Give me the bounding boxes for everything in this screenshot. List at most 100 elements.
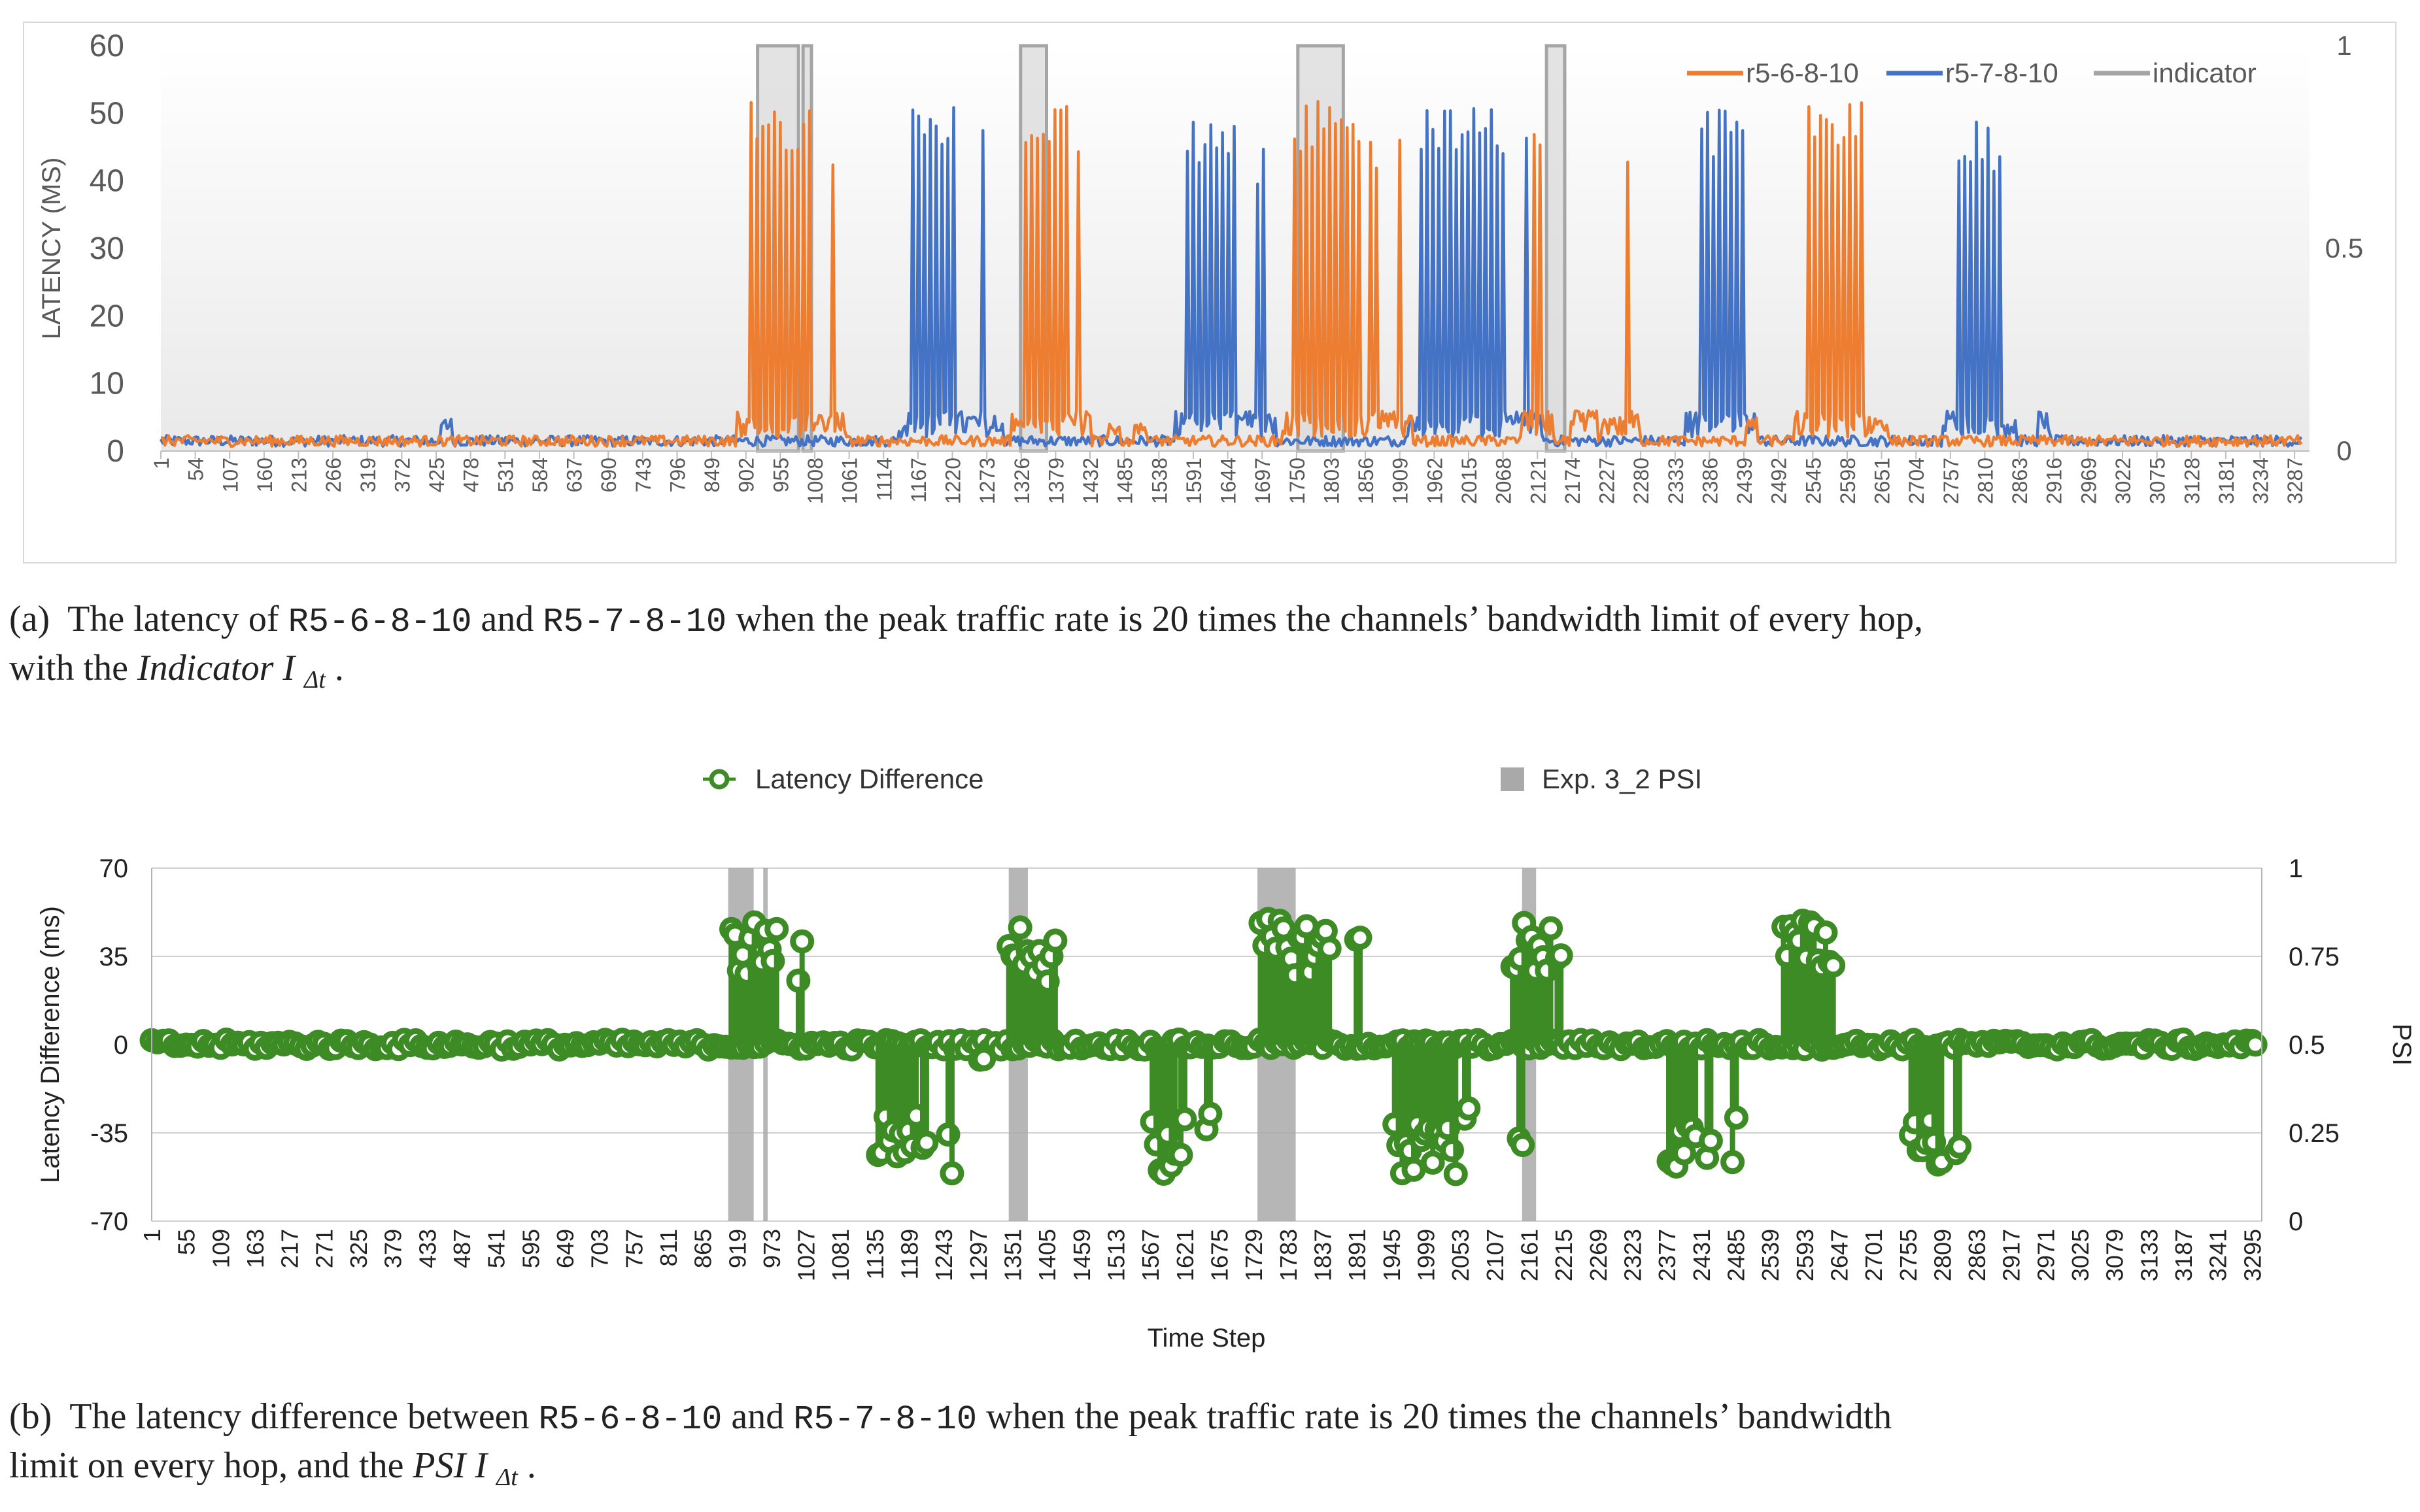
caption-b-code-1: R5-6-8-10 bbox=[539, 1400, 723, 1439]
data-point bbox=[2243, 1032, 2268, 1057]
y-axis-label: Latency Difference (ms) bbox=[36, 906, 65, 1183]
y2-axis-label: PSI bbox=[2387, 1024, 2416, 1066]
x-tick-label: 109 bbox=[207, 1229, 234, 1268]
x-tick-label: 163 bbox=[242, 1229, 269, 1268]
y2-tick-label: 0.5 bbox=[2325, 233, 2363, 263]
caption-b-label: (b) bbox=[9, 1396, 52, 1437]
legend-label-blue: r5-7-8-10 bbox=[1945, 58, 2058, 88]
x-tick-label: 2863 bbox=[1964, 1229, 1990, 1281]
x-tick-label: 2917 bbox=[1998, 1229, 2025, 1281]
caption-b-text-4: limit on every hop, and the bbox=[9, 1445, 413, 1486]
y-axis-ticks: 0 10 20 30 40 50 60 bbox=[90, 29, 124, 469]
x-tick-label: 1135 bbox=[862, 1229, 889, 1279]
x-tick-label: 1856 bbox=[1354, 458, 1378, 504]
x-tick-label: 1567 bbox=[1137, 1229, 1164, 1281]
x-tick-label: 2485 bbox=[1722, 1229, 1749, 1281]
x-tick-label: 541 bbox=[483, 1229, 510, 1268]
x-tick-label: 2969 bbox=[2077, 458, 2100, 504]
x-tick-label: 2492 bbox=[1767, 458, 1791, 504]
caption-a-text-4: with the bbox=[9, 648, 137, 688]
y-tick-label: 40 bbox=[90, 164, 124, 199]
x-tick-label: 3079 bbox=[2102, 1229, 2128, 1281]
x-tick-label: 379 bbox=[380, 1229, 407, 1268]
x-tick-label: 1273 bbox=[976, 458, 999, 504]
caption-a-period: . bbox=[335, 648, 344, 688]
x-tick-label: 2431 bbox=[1688, 1229, 1715, 1281]
x-tick-label: 3128 bbox=[2180, 458, 2204, 504]
y2-tick-label: 0.5 bbox=[2289, 1031, 2325, 1060]
chart-b: Latency Difference Exp. 3_2 PSI -70-3503… bbox=[36, 764, 2416, 1352]
legend-label-orange: r5-6-8-10 bbox=[1746, 58, 1859, 88]
legend-swatch-psi bbox=[1501, 767, 1524, 791]
x-tick-label: 3187 bbox=[2170, 1229, 2197, 1281]
x-tick-label: 3181 bbox=[2215, 458, 2238, 504]
caption-a: (a) The latency of R5-6-8-10 and R5-7-8-… bbox=[9, 599, 1923, 641]
x-tick-label: 2647 bbox=[1826, 1229, 1852, 1281]
legend-label-latency-difference: Latency Difference bbox=[755, 764, 983, 794]
x-tick-label: 2377 bbox=[1654, 1229, 1680, 1281]
caption-b-emphasis: PSI I bbox=[412, 1445, 488, 1486]
x-tick-label: 637 bbox=[563, 458, 587, 492]
x-tick-label: 1220 bbox=[942, 458, 965, 504]
x-tick-label: 213 bbox=[288, 458, 311, 492]
x-tick-label: 3295 bbox=[2239, 1229, 2266, 1281]
x-tick-label: 1750 bbox=[1286, 458, 1309, 504]
x-tick-label: 2269 bbox=[1585, 1229, 1612, 1281]
x-tick-label: 3287 bbox=[2283, 458, 2307, 504]
x-tick-label: 319 bbox=[356, 458, 380, 492]
x-tick-label: 478 bbox=[460, 458, 483, 492]
y-tick-label: 10 bbox=[90, 367, 124, 401]
x-axis-label: Time Step bbox=[1148, 1324, 1266, 1352]
x-tick-label: 811 bbox=[655, 1229, 682, 1266]
x-tick-label: 1297 bbox=[965, 1229, 992, 1281]
x-tick-label: 2809 bbox=[1929, 1229, 1956, 1281]
caption-b-text-1: The latency difference between bbox=[69, 1396, 538, 1437]
y2-axis-ticks: 0 0.25 0.5 0.75 1 bbox=[2289, 854, 2340, 1236]
x-tick-label: 1 bbox=[150, 458, 173, 469]
x-tick-label: 595 bbox=[517, 1229, 544, 1268]
x-tick-label: 425 bbox=[425, 458, 449, 492]
data-point bbox=[940, 1161, 964, 1186]
x-tick-label: 1189 bbox=[896, 1229, 923, 1279]
y2-tick-label: 0 bbox=[2336, 435, 2351, 466]
latency-series bbox=[160, 100, 2303, 448]
data-point bbox=[760, 949, 785, 973]
x-tick-label: 2916 bbox=[2043, 458, 2066, 504]
x-tick-label: 1591 bbox=[1182, 458, 1206, 504]
x-tick-label: 2121 bbox=[1526, 458, 1550, 504]
y-tick-label: 0 bbox=[114, 1031, 128, 1060]
x-tick-label: 2333 bbox=[1664, 458, 1688, 504]
x-axis-ticks: 1 55 109 163 217 271 325 379 433 487 541 595 649 703 7… bbox=[139, 1229, 2266, 1281]
data-point bbox=[914, 1130, 939, 1155]
x-tick-label: 372 bbox=[390, 458, 414, 492]
x-tick-label: 1644 bbox=[1217, 458, 1240, 504]
caption-a-code-2: R5-7-8-10 bbox=[543, 603, 726, 641]
x-tick-label: 3241 bbox=[2205, 1229, 2232, 1281]
x-tick-label: 919 bbox=[724, 1229, 751, 1268]
legend: Latency Difference Exp. 3_2 PSI bbox=[703, 764, 1702, 794]
x-tick-label: 1909 bbox=[1389, 458, 1412, 504]
caption-a-label: (a) bbox=[9, 599, 50, 639]
x-tick-label: 584 bbox=[528, 458, 552, 492]
x-tick-label: 2704 bbox=[1905, 458, 1928, 504]
x-tick-label: 3022 bbox=[2111, 458, 2135, 504]
y-tick-label: 30 bbox=[90, 231, 124, 266]
x-tick-label: 1729 bbox=[1240, 1229, 1267, 1281]
data-point bbox=[1198, 1101, 1223, 1126]
data-point bbox=[1043, 928, 1068, 953]
x-tick-label: 2161 bbox=[1516, 1229, 1543, 1281]
y-tick-label: 60 bbox=[90, 29, 124, 63]
legend-label-indicator: indicator bbox=[2153, 58, 2257, 88]
x-tick-label: 1962 bbox=[1423, 458, 1446, 504]
data-point bbox=[1720, 1150, 1745, 1175]
x-tick-label: 902 bbox=[735, 458, 758, 492]
x-tick-label: 2053 bbox=[1447, 1229, 1474, 1281]
x-tick-label: 1351 bbox=[1000, 1229, 1027, 1281]
caption-b-period: . bbox=[527, 1445, 536, 1486]
x-tick-label: 2539 bbox=[1757, 1229, 1784, 1281]
caption-a-code-1: R5-6-8-10 bbox=[288, 603, 472, 641]
caption-b-code-2: R5-7-8-10 bbox=[793, 1400, 977, 1439]
data-point bbox=[1672, 1141, 1696, 1166]
x-tick-label: 433 bbox=[414, 1229, 441, 1268]
x-tick-label: 2757 bbox=[1939, 458, 1963, 504]
